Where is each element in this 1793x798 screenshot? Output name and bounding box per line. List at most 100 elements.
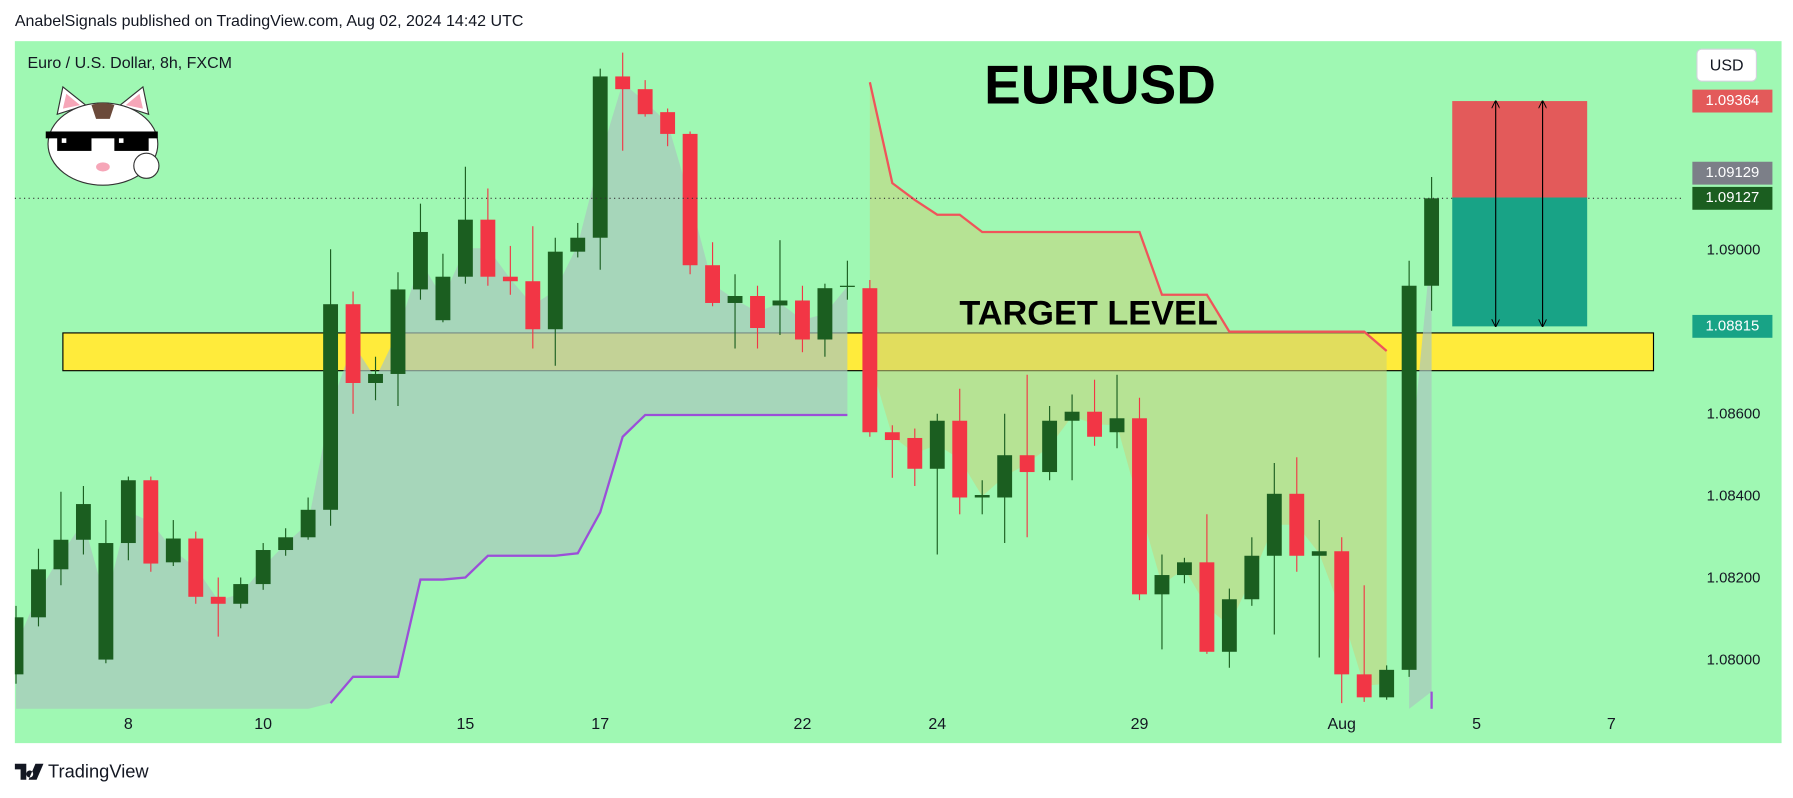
supertrend-upper-line (868, 81, 1388, 352)
currency-label[interactable]: USD (1710, 58, 1744, 75)
candle-body (750, 295, 765, 329)
candle-body (435, 276, 451, 321)
candle-body (1132, 418, 1147, 595)
candle-body (120, 480, 136, 544)
avatar-mouth (96, 162, 110, 172)
footer-brand: TradingView (48, 761, 149, 782)
candle-body (1042, 420, 1058, 473)
x-tick-label: 15 (457, 716, 475, 733)
candle-body (1221, 599, 1237, 652)
candle-body (997, 455, 1013, 498)
candle-body (1401, 285, 1417, 670)
candle-body (1199, 562, 1215, 652)
tradingview-logo (14, 763, 44, 780)
avatar (45, 85, 160, 186)
x-tick-label: 8 (124, 716, 133, 733)
candle-body (143, 480, 159, 564)
candle-body (75, 504, 91, 540)
candle-body (255, 550, 271, 585)
candle-body (682, 133, 698, 266)
candle-body (390, 289, 406, 374)
candle-body (795, 300, 810, 340)
x-tick-label: 22 (794, 716, 812, 733)
avatar-glasses-shine (61, 138, 67, 143)
candle-body (1109, 418, 1125, 433)
x-tick-label: 10 (254, 716, 272, 733)
candle-body (413, 231, 428, 290)
candle-body (817, 288, 833, 340)
candle-body (1379, 669, 1395, 698)
candle-body (615, 76, 631, 90)
candle-body (1356, 674, 1372, 698)
y-tick-label: 1.08200 (1707, 571, 1761, 587)
candle-body (1019, 455, 1035, 473)
x-tick-label: 29 (1131, 716, 1149, 733)
position-target-box (1452, 197, 1588, 327)
candle-body (1289, 493, 1305, 556)
candle-body (839, 285, 855, 287)
candle-body (457, 219, 473, 277)
candle-body (1424, 198, 1440, 286)
candle-body (368, 373, 383, 383)
candle-body (1176, 562, 1192, 576)
candle-body (907, 437, 923, 469)
candle-body (323, 304, 339, 510)
chart-title: EURUSD (984, 54, 1216, 116)
candle-body (188, 538, 204, 597)
candle-body (547, 251, 563, 330)
candle-body (952, 420, 968, 498)
candle-body (502, 276, 518, 282)
avatar-glasses-shine (118, 138, 124, 143)
x-tick-label: 17 (591, 716, 609, 733)
stop-price-label: 1.09364 (1706, 93, 1760, 109)
position-stop-box (1452, 101, 1588, 198)
logo-mark (14, 763, 44, 780)
avatar-paw (133, 152, 160, 179)
stop-price-label-box (1692, 89, 1773, 113)
candle-body (1334, 551, 1350, 675)
publish-header: AnabelSignals published on TradingView.c… (15, 13, 524, 30)
candle-body (570, 237, 586, 252)
candle-body (98, 543, 114, 660)
candle-body (1266, 493, 1282, 556)
last-price-label: 1.09127 (1706, 190, 1760, 206)
last-price-label-box (1692, 186, 1773, 210)
candle-body (929, 420, 945, 469)
x-tick-label: Aug (1327, 716, 1355, 733)
candle-body (1311, 551, 1327, 556)
target-price-label-box (1692, 314, 1773, 338)
avatar-patch (91, 102, 115, 119)
candle-body (884, 432, 900, 441)
candle-body (300, 509, 316, 538)
candle-body (14, 617, 24, 675)
x-tick-label: 24 (928, 716, 946, 733)
candle-body (480, 219, 496, 277)
candle-body (53, 539, 69, 570)
candle-body (1244, 555, 1260, 600)
candle-body (660, 112, 676, 134)
currency-button[interactable]: USD (1696, 48, 1757, 82)
candle-body (525, 281, 541, 330)
candle-body (1154, 575, 1170, 595)
candle-body (233, 584, 249, 604)
entry-price-label: 1.09129 (1706, 165, 1760, 181)
y-tick-label: 1.08400 (1707, 489, 1761, 505)
candle-body (278, 537, 294, 551)
x-tick-label: 5 (1472, 716, 1481, 733)
candle-body (974, 495, 990, 498)
target-level-label: TARGET LEVEL (959, 295, 1218, 333)
supertrend-lower-fill (16, 82, 848, 709)
supertrend-lower-line (329, 413, 848, 704)
candle-body (727, 295, 743, 303)
plot-area (14, 52, 1655, 709)
candle-body (1064, 411, 1080, 421)
y-tick-label: 1.08000 (1707, 653, 1761, 669)
candle-body (210, 596, 226, 604)
candle-body (345, 304, 361, 383)
currency-button-box[interactable] (1696, 48, 1757, 82)
candle-body (31, 569, 46, 618)
symbol-label: Euro / U.S. Dollar, 8h, FXCM (27, 55, 232, 72)
candle-body (1087, 411, 1102, 437)
